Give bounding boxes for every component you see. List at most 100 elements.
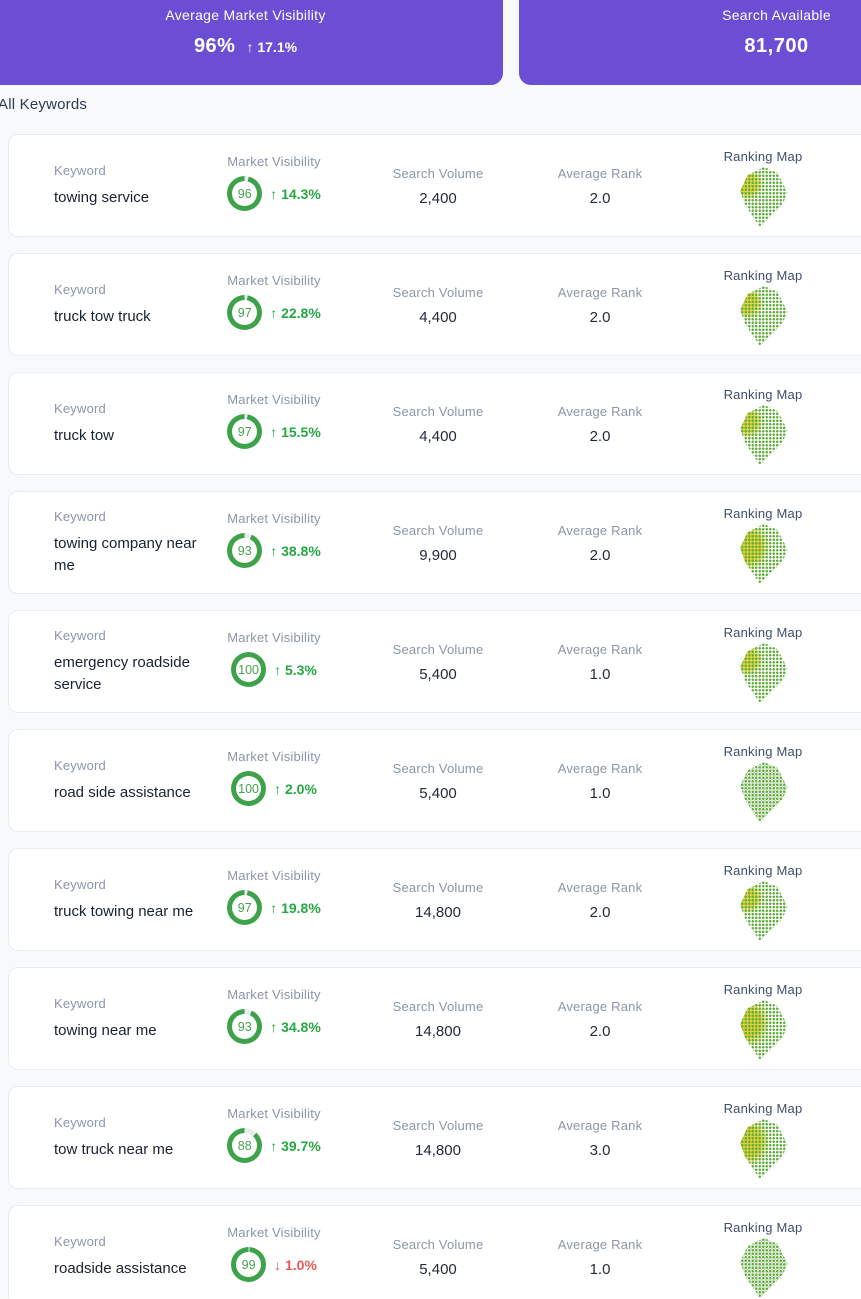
up-arrow-icon: ↑: [270, 899, 278, 916]
market-visibility-cell: Market Visibility 97 ↑ 19.8%: [226, 849, 322, 950]
ranking-map-thumbnail[interactable]: [740, 405, 788, 465]
search-volume-label: Search Volume: [392, 285, 484, 300]
keyword-label: Keyword: [54, 757, 106, 773]
search-volume-value: 2,400: [419, 190, 457, 207]
up-arrow-icon: ↑: [274, 661, 282, 678]
keyword-text: tow truck near me: [54, 1140, 174, 1158]
keyword-row[interactable]: Keyword towing near me Market Visibility…: [8, 967, 861, 1070]
keyword-text: roadside assistance: [54, 1259, 187, 1277]
ranking-map-thumbnail[interactable]: [740, 286, 788, 346]
search-volume-label: Search Volume: [392, 880, 484, 895]
search-volume-cell: Search Volume 14,800: [322, 1087, 554, 1188]
keyword-text: truck towing near me: [54, 902, 194, 920]
average-rank-cell: Average Rank 3.0: [554, 1087, 646, 1188]
keyword-cell: Keyword tow truck near me: [54, 1087, 226, 1188]
keyword-row[interactable]: Keyword truck towing near me Market Visi…: [8, 848, 861, 951]
visibility-change: ↓ 1.0%: [274, 1257, 317, 1273]
visibility-donut: 100: [231, 771, 267, 806]
average-rank-cell: Average Rank 1.0: [554, 1206, 646, 1299]
summary-card-label: Average Market Visibility: [165, 7, 326, 23]
summary-card-value: 96%: [193, 35, 236, 57]
market-visibility-label: Market Visibility: [227, 511, 321, 526]
ranking-map-thumbnail[interactable]: [740, 167, 788, 227]
keyword-row[interactable]: Keyword tow truck near me Market Visibil…: [8, 1086, 861, 1189]
up-arrow-icon: ↑: [270, 423, 278, 440]
keyword-row[interactable]: Keyword road side assistance Market Visi…: [8, 729, 861, 832]
average-rank-label: Average Rank: [557, 1118, 643, 1133]
ranking-map-cell: Ranking Map: [646, 611, 861, 712]
keyword-row[interactable]: Keyword towing company near me Market Vi…: [8, 491, 861, 594]
keyword-row[interactable]: Keyword towing service Market Visibility…: [8, 134, 861, 237]
search-volume-value: 4,400: [419, 309, 457, 326]
keyword-label: Keyword: [54, 995, 106, 1011]
keyword-row[interactable]: Keyword truck tow truck Market Visibilit…: [8, 253, 861, 356]
search-volume-cell: Search Volume 4,400: [322, 254, 554, 355]
change-value: 2.0%: [284, 780, 317, 797]
average-rank-cell: Average Rank 2.0: [554, 135, 646, 236]
up-arrow-icon: ↑: [270, 1018, 278, 1035]
visibility-value: 88: [237, 1138, 252, 1153]
search-volume-value: 14,800: [415, 1023, 461, 1040]
ranking-map-thumbnail[interactable]: [740, 762, 788, 822]
up-arrow-icon: ↑: [270, 304, 278, 321]
ranking-map-label: Ranking Map: [723, 387, 803, 402]
ranking-map-label: Ranking Map: [723, 1101, 803, 1116]
average-rank-value: 1.0: [589, 785, 611, 802]
keyword-text: truck tow: [54, 426, 115, 444]
ranking-map-thumbnail[interactable]: [740, 1238, 788, 1298]
keyword-row[interactable]: Keyword truck tow Market Visibility 97 ↑…: [8, 372, 861, 475]
keyword-row[interactable]: Keyword roadside assistance Market Visib…: [8, 1205, 861, 1299]
visibility-change: ↑ 39.7%: [270, 1138, 321, 1154]
change-value: 19.8%: [281, 899, 321, 916]
search-volume-cell: Search Volume 9,900: [322, 492, 554, 593]
change-value: 34.8%: [281, 1018, 321, 1035]
ranking-map-thumbnail[interactable]: [740, 881, 788, 941]
average-rank-value: 2.0: [589, 309, 611, 326]
average-rank-value: 2.0: [589, 190, 611, 207]
keyword-text: truck tow truck: [54, 307, 151, 325]
visibility-donut: 97: [227, 414, 263, 449]
average-rank-value: 2.0: [589, 428, 611, 445]
change-value: 38.8%: [281, 542, 321, 559]
visibility-change: ↑ 15.5%: [270, 424, 321, 440]
keyword-cell: Keyword towing company near me: [54, 492, 226, 593]
keyword-cell: Keyword truck tow truck: [54, 254, 226, 355]
market-visibility-cell: Market Visibility 93 ↑ 34.8%: [226, 968, 322, 1069]
visibility-change: ↑ 19.8%: [270, 900, 321, 916]
average-rank-cell: Average Rank 1.0: [554, 611, 646, 712]
market-visibility-label: Market Visibility: [227, 749, 321, 764]
average-rank-label: Average Rank: [557, 523, 643, 538]
search-volume-value: 5,400: [419, 785, 457, 802]
keyword-row[interactable]: Keyword emergency roadside service Marke…: [8, 610, 861, 713]
market-visibility-label: Market Visibility: [227, 392, 321, 407]
ranking-map-thumbnail[interactable]: [740, 524, 788, 584]
change-value: 39.7%: [281, 1137, 321, 1154]
visibility-donut: 97: [227, 890, 263, 925]
keyword-text: towing near me: [54, 1021, 157, 1039]
visibility-donut: 93: [227, 1009, 263, 1044]
visibility-donut: 97: [227, 295, 263, 330]
keyword-text: towing company near me: [54, 534, 197, 574]
ranking-map-thumbnail[interactable]: [740, 1000, 788, 1060]
visibility-change: ↑ 34.8%: [270, 1019, 321, 1035]
average-rank-label: Average Rank: [557, 1237, 643, 1252]
search-volume-value: 4,400: [419, 428, 457, 445]
summary-card-search-available: Search Available 81,700: [519, 0, 861, 85]
ranking-map-thumbnail[interactable]: [740, 1119, 788, 1179]
market-visibility-label: Market Visibility: [227, 630, 321, 645]
search-volume-label: Search Volume: [392, 404, 484, 419]
ranking-map-thumbnail[interactable]: [740, 643, 788, 703]
average-rank-label: Average Rank: [557, 642, 643, 657]
visibility-donut: 88: [227, 1128, 263, 1163]
summary-cards: Average Market Visibility 96% ↑ 17.1% Se…: [0, 0, 861, 85]
visibility-donut: 99: [231, 1247, 267, 1282]
keyword-cell: Keyword emergency roadside service: [54, 611, 226, 712]
keyword-cell: Keyword towing near me: [54, 968, 226, 1069]
ranking-map-label: Ranking Map: [723, 149, 803, 164]
keyword-cell: Keyword towing service: [54, 135, 226, 236]
change-value: 5.3%: [284, 661, 317, 678]
change-value: 14.3%: [281, 185, 321, 202]
visibility-donut: 96: [227, 176, 263, 211]
visibility-value: 96: [237, 186, 252, 201]
keyword-label: Keyword: [54, 1114, 106, 1130]
